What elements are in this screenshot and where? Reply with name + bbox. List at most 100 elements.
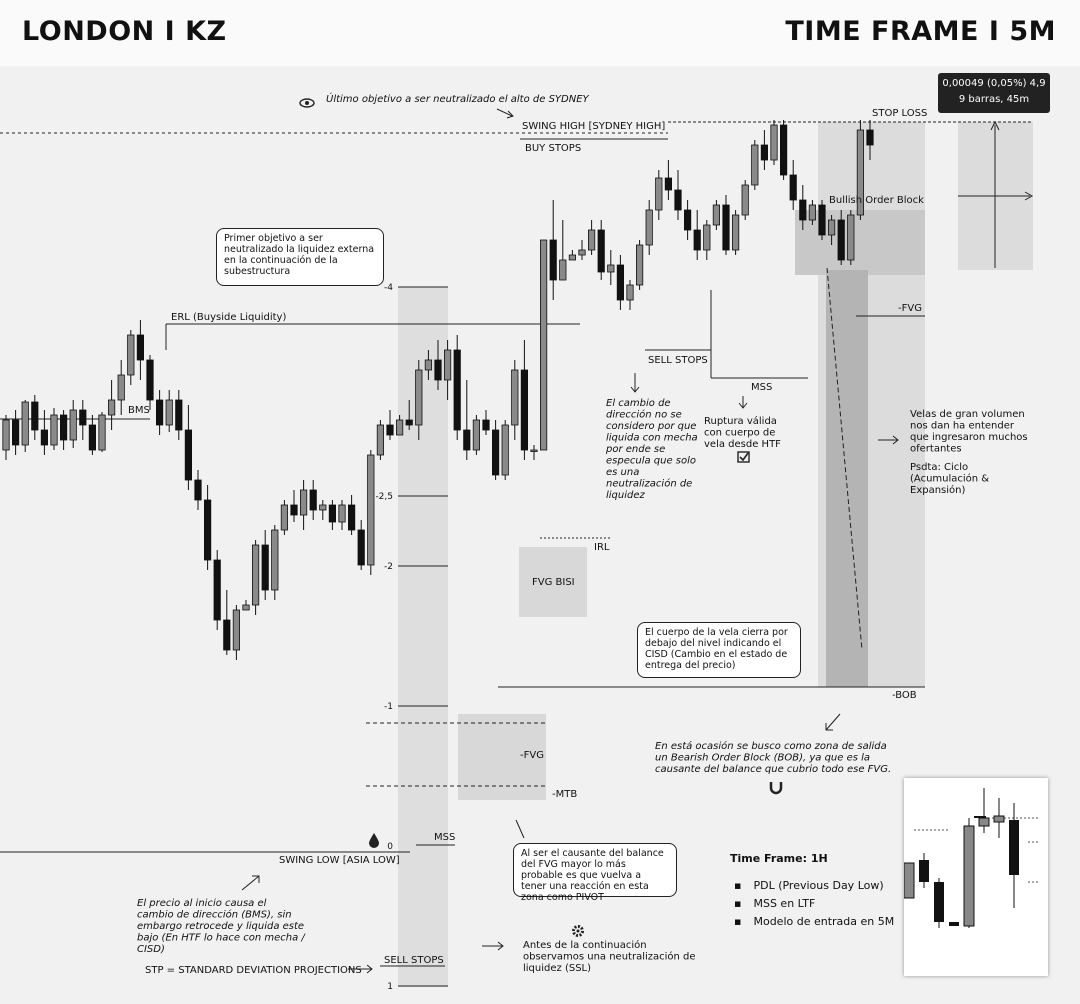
candle-bearish [290,504,298,516]
candle-bearish [520,369,529,451]
candle-bullish [415,369,423,426]
candle-bullish [443,349,452,381]
callout-pivot: Al ser el causante del balance del FVG m… [513,843,677,903]
timeframe-title: TIME FRAME I 5M [785,16,1056,47]
candle-bullish [578,249,586,256]
fvg-bisi-zone [519,547,587,617]
note-price-start: El precio al inicio causa el cambio de di… [137,898,306,955]
candle-bearish [780,124,788,176]
candle-bullish [626,284,634,301]
irl-label: IRL [594,542,610,553]
candle-bearish [60,414,68,441]
sell-stops-upper-label: SELL STOPS [648,355,708,366]
candle-bullish [50,414,58,446]
candle-bullish [636,244,644,286]
candle-bearish [597,229,605,273]
erl-label: ERL (Buyside Liquidity) [171,312,286,323]
candle-bearish [463,429,471,451]
candle-bullish [856,129,865,216]
htf-item: MSS en LTF [734,895,894,913]
note-ssl: Antes de la continuación observamos una n… [523,939,696,974]
stop-loss-label: STOP LOSS [872,108,927,119]
candle-bullish [712,204,721,226]
candle-bearish [347,504,356,531]
candle-bullish [751,144,759,186]
candle-bearish [11,419,20,446]
candle-bearish [184,429,192,481]
candle-bearish [146,359,154,401]
candle-bearish [213,559,221,621]
htf-title: Time Frame: 1H [730,852,828,865]
candle-bullish [280,504,289,531]
mss-upper-label: MSS [751,382,772,393]
proj-tick: -4 [384,283,393,293]
mtb-label: -MTB [552,789,577,800]
candle-bullish [251,544,260,606]
candle-bullish [338,504,346,523]
callout-body-close: El cuerpo de la vela cierra por debajo d… [637,622,801,678]
candle-bullish [770,124,778,161]
candle-bearish [261,544,269,591]
sell-stops-lower-label: SELL STOPS [384,955,444,966]
candle-bearish [194,479,202,501]
candle-bullish [472,419,481,451]
note-psdta: Psdta: Ciclo (Acumulación & Expansión) [910,462,989,496]
candle-bearish [40,429,49,446]
candle-bearish [175,399,183,431]
proj-tick: 1 [387,982,393,992]
htf-mini-chart [903,788,1038,928]
candle-bearish [155,399,164,426]
candle-bearish [837,219,845,261]
swing-high-label: SWING HIGH [SYDNEY HIGH] [522,121,665,132]
fvg-bisi-label: FVG BISI [532,577,575,588]
candle-bearish [482,419,490,431]
proj-tick: 0 [387,842,393,852]
candle-bullish [376,424,385,456]
candle-bullish [732,214,740,251]
bob-label: -BOB [892,690,917,701]
candle-bearish [357,529,365,566]
candle-bullish [242,604,250,611]
fvg-low-label: -FVG [520,750,544,761]
candle-bullish [2,419,10,451]
candle-bearish [136,334,144,361]
candle-bullish [530,449,538,452]
candle-bearish [866,129,874,146]
candle-bearish [223,619,231,651]
drop-icon [369,833,379,848]
candle-bullish [808,204,817,221]
candle-bearish [760,144,769,161]
candle-bearish [79,409,87,426]
htf-item: Modelo de entrada en 5M [734,913,894,931]
candle-bullish [568,254,577,261]
swing-low-label: SWING LOW [ASIA LOW] [279,855,400,866]
candle-bearish [434,359,442,381]
buy-stops-label: BUY STOPS [525,143,581,154]
candle-bearish [453,349,461,431]
fvg-upper-label: -FVG [898,303,922,314]
candle-bullish [271,529,279,591]
measure-bars: 9 barras, 45m [958,94,1030,105]
candle-bullish [645,209,653,246]
callout-first-target: Primer objetivo a ser neutralizado la li… [216,228,384,286]
candle-bullish [828,219,836,236]
candle-bullish [395,419,404,436]
note-bob: En está ocasión se busco como zona de sa… [655,740,891,775]
candle-bearish [722,204,730,251]
proj-tick: -2,5 [375,492,393,502]
candle-bearish [799,199,807,221]
candle-bullish [501,424,509,476]
candle-bullish [367,454,375,566]
candle-bullish [847,214,855,261]
candle-bullish [69,409,77,441]
candle-bearish [386,424,394,436]
candle-bullish [559,259,567,281]
note-rupture: Ruptura válida con cuerpo de vela desde HT… [704,415,781,450]
candle-bearish [693,229,701,251]
candle-bullish [98,414,106,451]
std-projection-zone [398,287,448,987]
proj-tick: -2 [384,562,393,572]
candle-bullish [108,399,116,416]
candle-bearish [789,174,797,201]
